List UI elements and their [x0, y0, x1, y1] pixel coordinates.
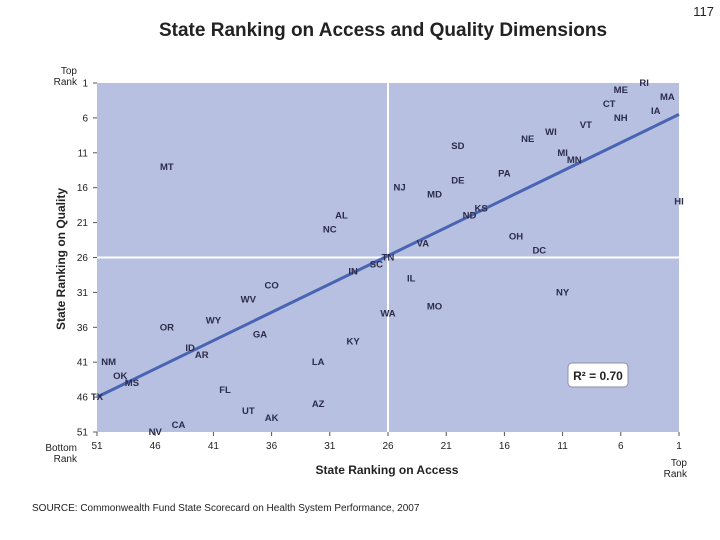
y-tick-label: 31: [77, 288, 89, 299]
x-tick-label: 21: [441, 441, 453, 452]
point-pa: PA: [498, 169, 511, 180]
y-tick-label: 41: [77, 358, 89, 369]
point-tn: TN: [382, 253, 395, 264]
y-tick-label: 46: [77, 393, 89, 404]
point-wv: WV: [241, 294, 257, 305]
point-ak: AK: [265, 413, 279, 424]
x-top-rank-label: Top Rank: [664, 458, 688, 480]
x-tick-label: 16: [499, 441, 511, 452]
x-tick-label: 1: [676, 441, 682, 452]
point-ga: GA: [253, 329, 267, 340]
x-tick-label: 41: [208, 441, 220, 452]
point-va: VA: [417, 239, 430, 250]
y-top-rank-label: Top Rank: [54, 66, 78, 88]
point-mn: MN: [567, 155, 582, 166]
point-me: ME: [614, 85, 628, 96]
point-id: ID: [185, 343, 195, 354]
ticks-group: 51 46 41 36 31 26 21 16 11 6 116111621263136414651…: [45, 66, 688, 480]
x-tick-label: 31: [324, 441, 336, 452]
y-tick-label: 16: [77, 183, 89, 194]
point-az: AZ: [312, 399, 325, 410]
point-or: OR: [160, 322, 174, 333]
point-nm: NM: [101, 357, 116, 368]
x-axis-title: State Ranking on Access: [316, 463, 459, 477]
point-il: IL: [407, 273, 416, 284]
point-de: DE: [451, 176, 464, 187]
y-tick-label: 6: [82, 113, 88, 124]
point-in: IN: [348, 266, 358, 277]
point-ut: UT: [242, 406, 255, 417]
point-dc: DC: [532, 246, 546, 257]
point-nd: ND: [463, 211, 477, 222]
point-ri: RI: [639, 78, 649, 89]
point-ms: MS: [125, 378, 139, 389]
trend-line: [96, 113, 680, 399]
crosshair: [97, 83, 679, 432]
point-tx: TX: [91, 392, 104, 403]
y-tick-label: 11: [78, 148, 89, 159]
point-ne: NE: [521, 134, 534, 145]
x-tick-label: 36: [266, 441, 278, 452]
y-tick-label: 36: [77, 323, 89, 334]
point-sd: SD: [451, 141, 464, 152]
point-ar: AR: [195, 350, 209, 361]
point-mi: MI: [557, 148, 568, 159]
y-tick-label: 1: [82, 79, 88, 90]
y-tick-label: 51: [77, 428, 89, 439]
r-squared-box: [567, 362, 629, 388]
point-wa: WA: [380, 308, 395, 319]
source-note: SOURCE: Commonwealth Fund State Scorecar…: [32, 503, 420, 514]
r-squared-label: R² = 0.70: [573, 369, 623, 383]
chart-title: State Ranking on Access and Quality Dime…: [158, 20, 608, 41]
trend-line-group: [96, 113, 680, 399]
y-tick-label: 26: [77, 253, 89, 264]
point-nj: NJ: [394, 183, 406, 194]
x-tick-label: 46: [150, 441, 162, 452]
point-wy: WY: [206, 315, 222, 326]
x-tick-label: 6: [618, 441, 624, 452]
y-tick-label: 21: [77, 218, 89, 229]
point-mt: MT: [160, 162, 174, 173]
point-hi: HI: [674, 197, 684, 208]
x-tick-label: 11: [557, 441, 568, 452]
point-ca: CA: [172, 420, 186, 431]
point-fl: FL: [219, 385, 231, 396]
annotation-group: R² = 0.70: [567, 362, 629, 388]
point-md: MD: [427, 190, 442, 201]
point-ma: MA: [660, 92, 675, 103]
point-al: AL: [335, 211, 348, 222]
point-nc: NC: [323, 225, 337, 236]
point-ok: OK: [113, 371, 127, 382]
point-nh: NH: [614, 113, 628, 124]
point-ct: CT: [603, 99, 616, 110]
point-ky: KY: [346, 336, 360, 347]
page-number: 117: [693, 4, 714, 19]
point-mo: MO: [427, 301, 442, 312]
point-ks: KS: [475, 204, 488, 215]
point-co: CO: [264, 280, 278, 291]
point-wi: WI: [545, 127, 557, 138]
point-la: LA: [312, 357, 325, 368]
point-ny: NY: [556, 287, 570, 298]
x-tick-label: 26: [382, 441, 394, 452]
x-bottom-rank-label: Bottom Rank: [45, 443, 78, 465]
point-vt: VT: [580, 120, 592, 131]
point-oh: OH: [509, 232, 523, 243]
point-ia: IA: [651, 106, 661, 117]
y-axis-title: State Ranking on Quality: [54, 188, 68, 330]
point-sc: SC: [370, 259, 383, 270]
x-tick-label: 51: [91, 441, 103, 452]
